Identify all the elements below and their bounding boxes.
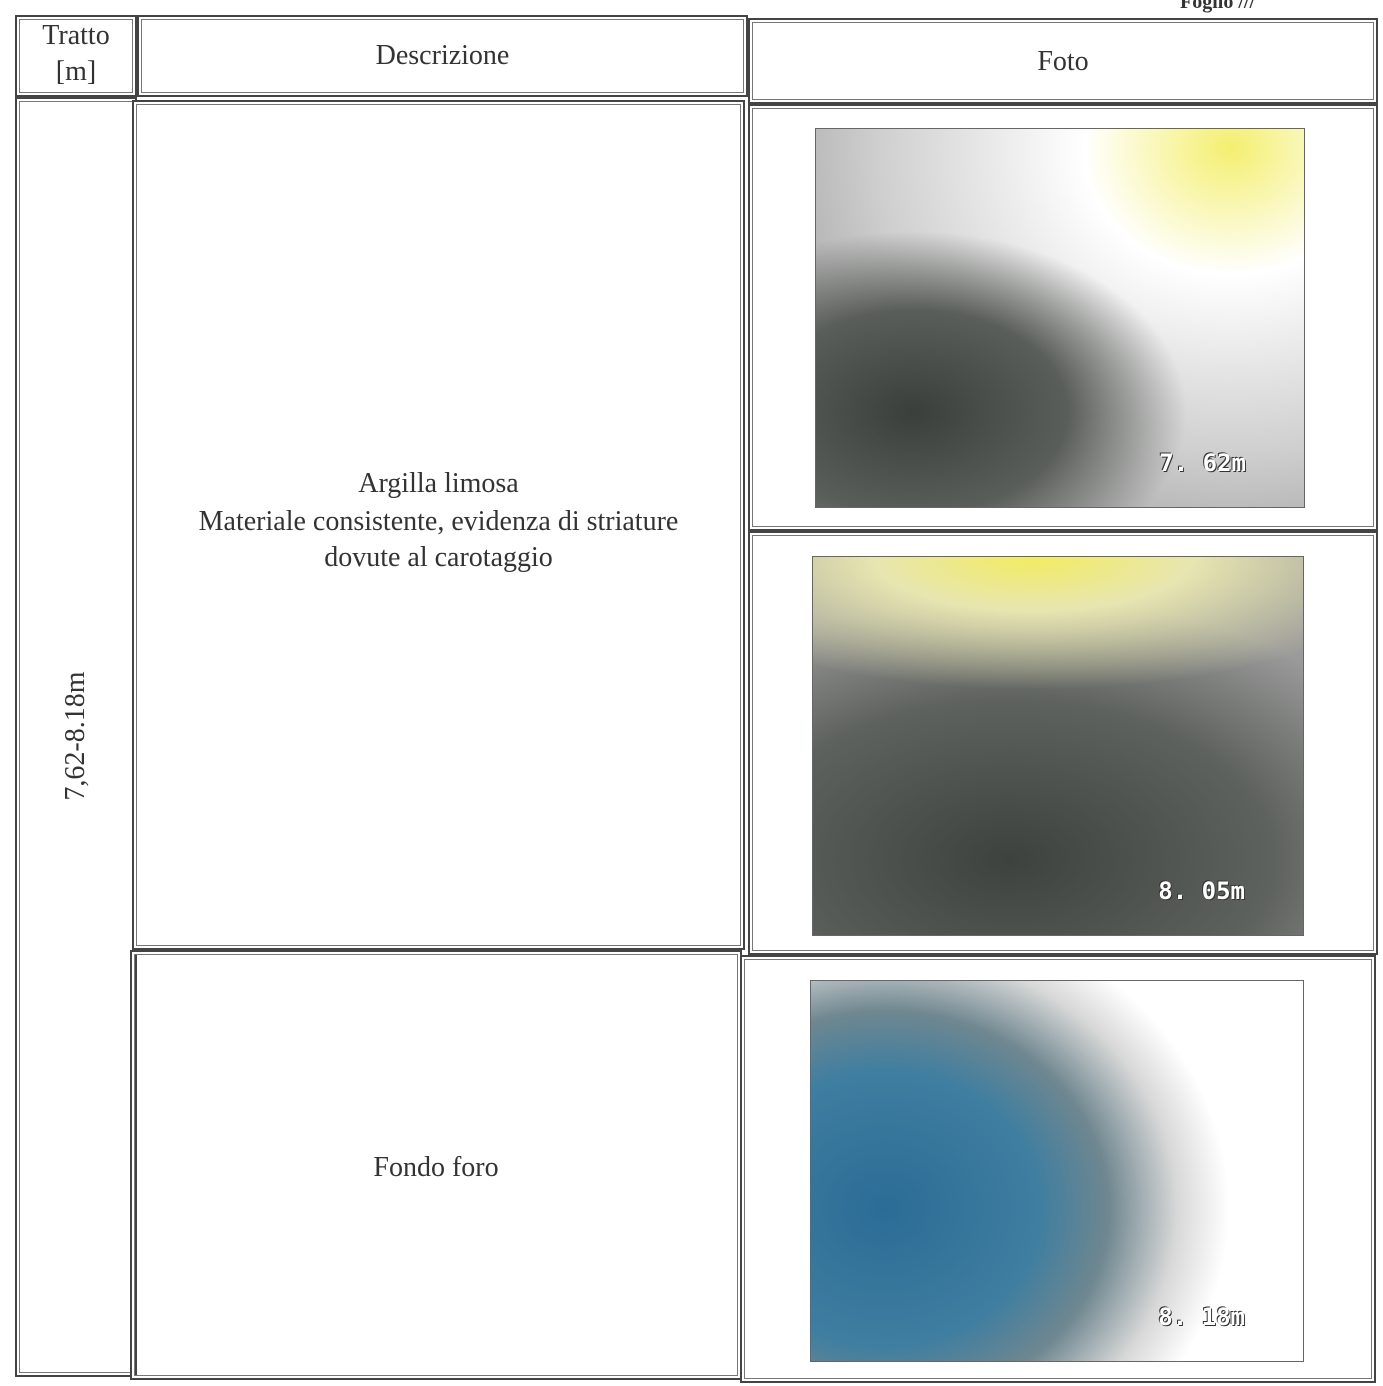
photo: 8. 18m	[810, 980, 1304, 1362]
column-header: Foto	[1037, 46, 1089, 77]
column-header: [m]	[55, 56, 97, 87]
photo: 7. 62m	[815, 128, 1305, 508]
description-cell	[132, 100, 745, 950]
photo: 8. 05m	[812, 556, 1304, 936]
header-cell	[137, 15, 748, 97]
photo-depth: 8. 05m	[1158, 877, 1245, 905]
header-cell	[15, 15, 137, 97]
sheet-number: Foglio ///	[1180, 0, 1255, 13]
column-header: Tratto	[42, 20, 110, 51]
description-line: Fondo foro	[373, 1152, 499, 1183]
photo-cell	[748, 531, 1378, 955]
photo-cell	[748, 104, 1378, 531]
description-line: Materiale consistente, evidenza di stria…	[198, 506, 679, 537]
interval-cell	[15, 97, 137, 1377]
description-line: dovute al carotaggio	[324, 542, 553, 573]
header-cell	[748, 18, 1378, 104]
photo-depth: 7. 62m	[1159, 449, 1246, 477]
description-line: Argilla limosa	[358, 468, 519, 499]
column-header: Descrizione	[375, 40, 510, 71]
interval: 7,62-8.18m	[60, 671, 91, 801]
photo-cell	[740, 955, 1376, 1383]
photo-depth: 8. 18m	[1158, 1303, 1245, 1331]
